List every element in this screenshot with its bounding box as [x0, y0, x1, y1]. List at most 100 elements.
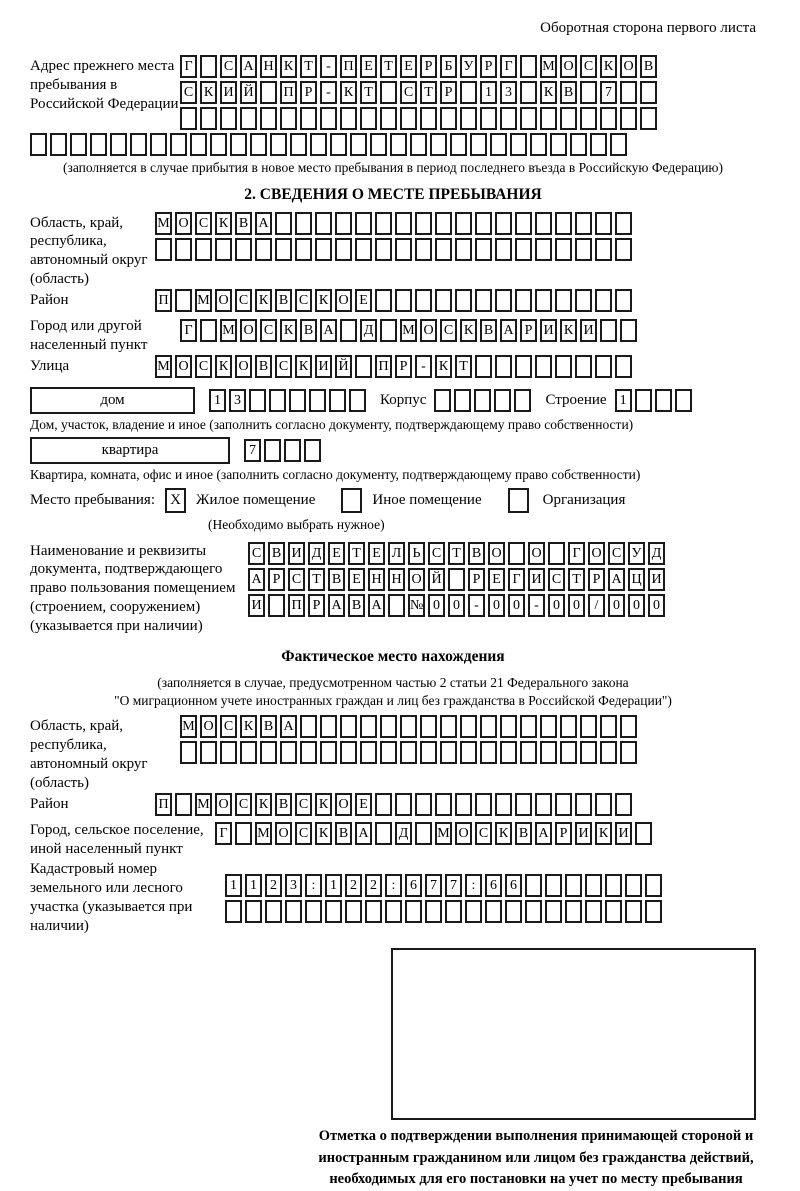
char-cell: М — [540, 55, 557, 78]
char-cell: О — [528, 541, 545, 565]
char-cell — [505, 900, 522, 924]
char-cell: Р — [480, 55, 497, 78]
char-cell — [410, 133, 427, 156]
char-cell: П — [155, 289, 172, 313]
char-cell — [335, 237, 352, 261]
char-cell — [454, 388, 472, 412]
char-cell — [475, 354, 492, 378]
char-cell — [595, 289, 612, 313]
char-cell: С — [440, 319, 457, 343]
char-cell — [535, 354, 552, 378]
char-cell: К — [255, 289, 272, 313]
char-cell: Н — [368, 567, 385, 591]
char-cell: О — [420, 319, 437, 343]
char-cell — [285, 900, 302, 924]
char-cell: Р — [268, 567, 285, 591]
char-cell — [260, 741, 277, 765]
char-cell: 1 — [480, 81, 497, 104]
char-cell — [555, 237, 572, 261]
char-cell: О — [620, 55, 637, 78]
char-cell — [515, 354, 532, 378]
char-cell — [460, 81, 477, 104]
char-cell — [635, 821, 652, 845]
char-cell — [295, 237, 312, 261]
char-cell: Т — [380, 55, 397, 78]
char-cell — [485, 900, 502, 924]
char-cell: К — [295, 354, 312, 378]
doc-block: Наименование и реквизиты документа, подт… — [30, 540, 756, 636]
char-cell: 1 — [325, 874, 342, 898]
char-cell: А — [248, 567, 265, 591]
char-cell: Д — [395, 821, 412, 845]
char-cell: Т — [300, 55, 317, 78]
char-cell — [555, 354, 572, 378]
char-cell: В — [348, 593, 365, 617]
checkbox-inoe — [341, 487, 363, 513]
char-cell — [580, 107, 597, 130]
char-cell — [475, 792, 492, 816]
char-cell: И — [575, 821, 592, 845]
char-cell — [540, 741, 557, 765]
char-cell: И — [288, 541, 305, 565]
char-cell — [440, 107, 457, 130]
char-cell: И — [220, 81, 237, 104]
char-cell: С — [195, 211, 212, 235]
char-cell: Е — [400, 55, 417, 78]
char-cell: : — [305, 874, 322, 898]
char-cell — [520, 107, 537, 130]
char-cell — [535, 237, 552, 261]
char-cell: 0 — [508, 593, 525, 617]
char-cell — [175, 289, 192, 313]
char-cell: О — [175, 211, 192, 235]
char-cell: О — [488, 541, 505, 565]
char-cell: И — [315, 354, 332, 378]
char-cell — [560, 741, 577, 765]
char-cell — [370, 133, 387, 156]
char-cell — [605, 874, 622, 898]
char-cell — [180, 107, 197, 130]
char-cell: Р — [420, 55, 437, 78]
char-cell — [654, 388, 672, 412]
char-cell: С — [195, 354, 212, 378]
prev-address-row-4 — [30, 133, 756, 156]
char-cell: В — [640, 55, 657, 78]
char-cell: К — [435, 354, 452, 378]
char-cell — [300, 741, 317, 765]
char-cell — [575, 237, 592, 261]
char-cell — [380, 741, 397, 765]
char-cell — [300, 107, 317, 130]
char-cell — [250, 133, 267, 156]
char-cell — [375, 289, 392, 313]
char-cell: В — [300, 319, 317, 343]
char-cell — [275, 237, 292, 261]
char-cell — [465, 900, 482, 924]
prev-address-block: Адрес прежнего места пребывания в Россий… — [30, 55, 756, 133]
char-cell — [460, 107, 477, 130]
char-cell — [625, 900, 642, 924]
char-cell — [360, 715, 377, 739]
char-cell — [195, 237, 212, 261]
char-cell — [245, 900, 262, 924]
kadastr-row-2 — [225, 900, 662, 924]
char-cell: С — [295, 821, 312, 845]
char-cell — [580, 715, 597, 739]
char-cell — [515, 237, 532, 261]
char-cell — [355, 237, 372, 261]
char-cell — [315, 211, 332, 235]
char-cell — [349, 388, 366, 412]
char-cell: М — [195, 289, 212, 313]
char-cell — [395, 289, 412, 313]
mesto-row: Место пребывания: X Жилое помещение Иное… — [30, 487, 756, 513]
char-cell — [548, 541, 565, 565]
char-cell — [309, 388, 326, 412]
char-cell: И — [648, 567, 665, 591]
char-cell — [180, 741, 197, 765]
char-cell — [600, 319, 617, 343]
char-cell: Е — [348, 567, 365, 591]
char-cell — [430, 133, 447, 156]
option-inoe-label: Иное помещение — [372, 491, 482, 508]
char-cell — [555, 792, 572, 816]
kadastr-label: Кадастровый номер земельного или лесного… — [30, 861, 193, 935]
